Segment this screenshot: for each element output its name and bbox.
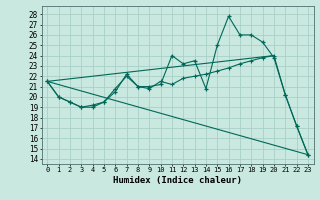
X-axis label: Humidex (Indice chaleur): Humidex (Indice chaleur) [113,176,242,185]
